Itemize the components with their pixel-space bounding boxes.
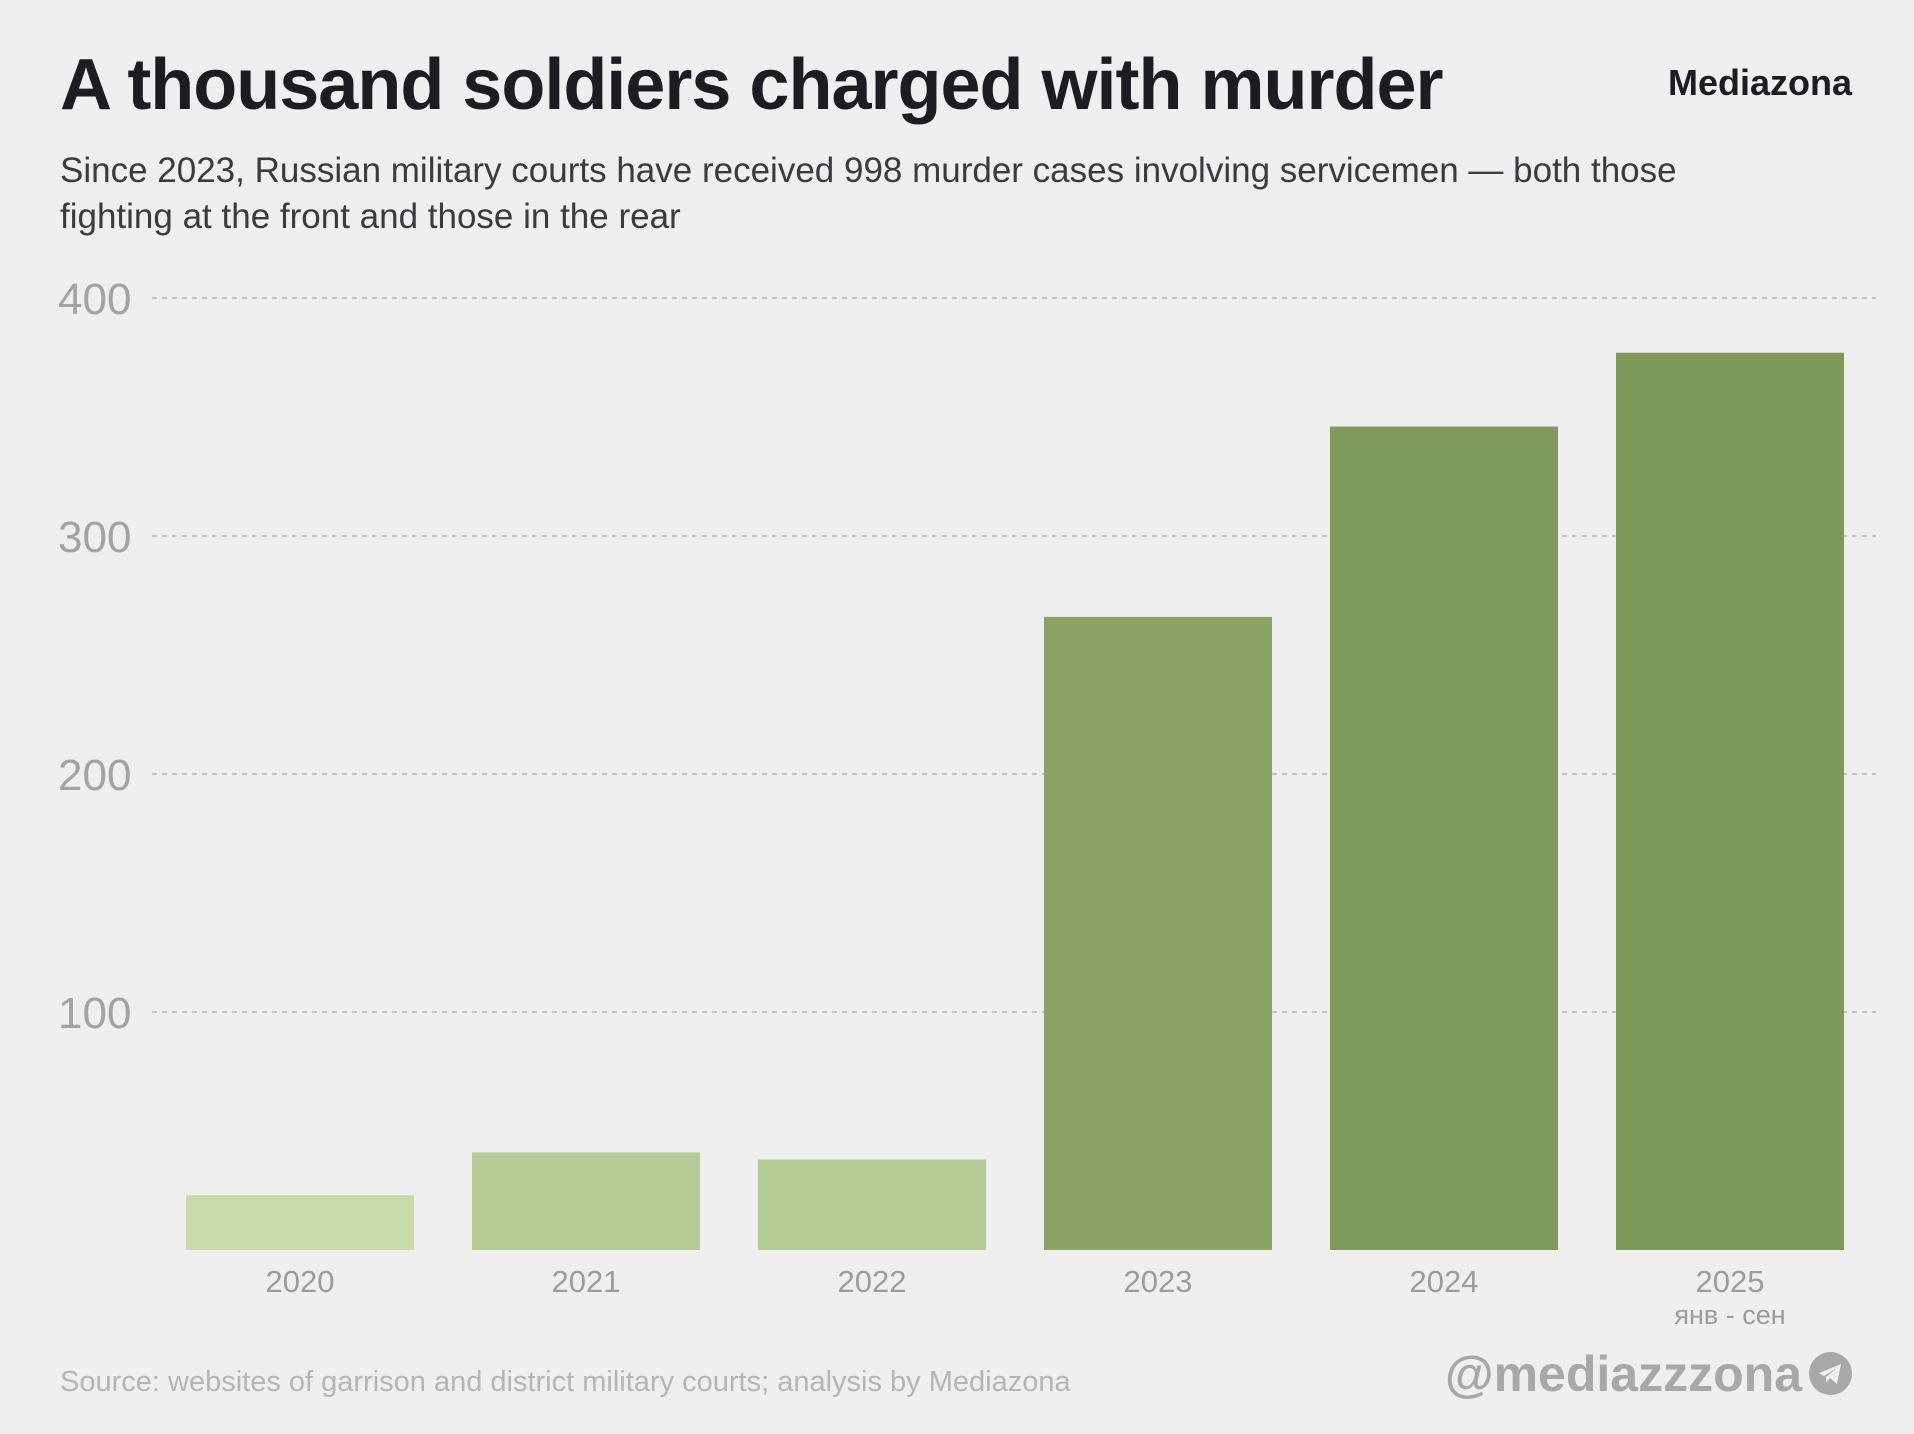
brand-logo: Mediazona (1667, 62, 1852, 103)
x-tick-sublabel: янв - сен (1674, 1300, 1785, 1330)
y-tick-label: 200 (58, 751, 131, 800)
x-tick-label: 2020 (266, 1264, 335, 1299)
chart-subtitle: Since 2023, Russian military courts have… (60, 151, 1677, 236)
telegram-icon (1809, 1352, 1852, 1395)
x-tick-label: 2024 (1410, 1264, 1479, 1299)
bar-2025 (1616, 352, 1844, 1250)
y-tick-label: 400 (58, 275, 131, 324)
chart-title: A thousand soldiers charged with murder (60, 45, 1444, 125)
telegram-handle[interactable]: @mediazzzona (1444, 1346, 1802, 1402)
bar-2024 (1330, 426, 1558, 1250)
x-tick-label: 2023 (1124, 1264, 1193, 1299)
x-tick-label: 2025 (1696, 1264, 1765, 1299)
x-tick-label: 2022 (838, 1264, 907, 1299)
bar-2020 (186, 1195, 414, 1250)
bar-2021 (472, 1152, 700, 1250)
source-note: Source: websites of garrison and distric… (60, 1366, 1071, 1398)
y-tick-label: 300 (58, 513, 131, 562)
x-tick-label: 2021 (552, 1264, 621, 1299)
bar-2023 (1044, 616, 1272, 1250)
y-tick-label: 100 (58, 989, 131, 1038)
bar-2022 (758, 1159, 986, 1250)
